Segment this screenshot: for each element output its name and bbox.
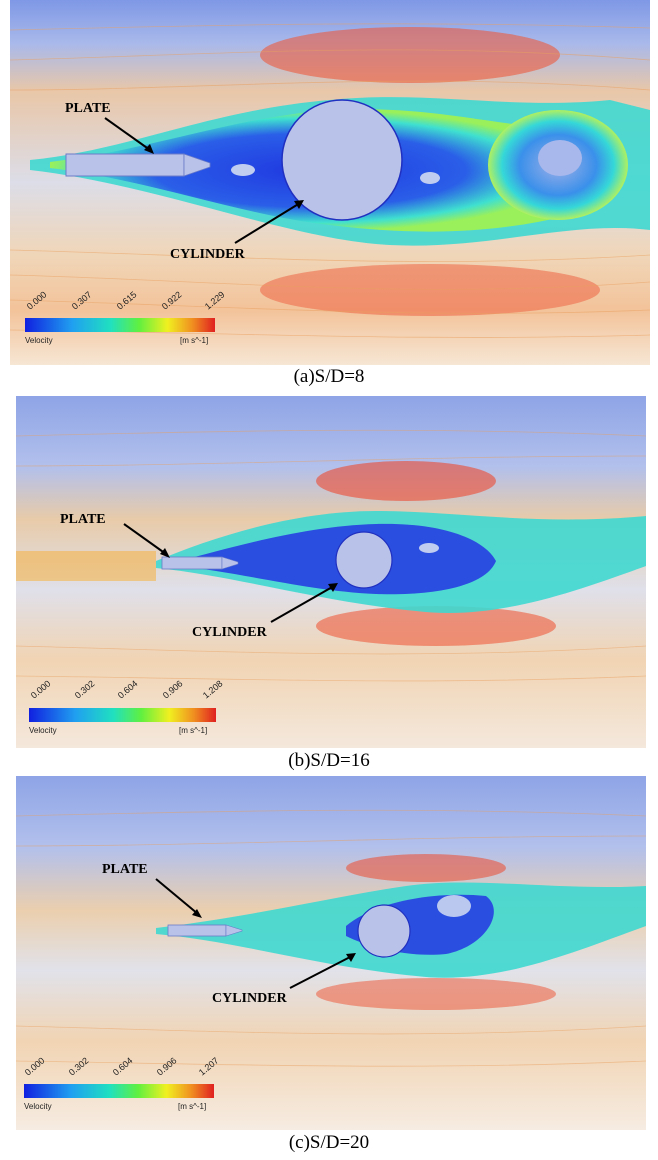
plate-label-a: PLATE: [65, 101, 111, 116]
streamline-plot-a: PLATE CYLINDER 0.000 0.307 0.615 0.922 1…: [10, 0, 650, 365]
svg-text:Velocity: Velocity: [24, 1102, 52, 1111]
cylinder-label-a: CYLINDER: [170, 247, 246, 262]
svg-text:[m s^-1]: [m s^-1]: [180, 336, 208, 345]
caption-a: (a)S/D=8: [293, 366, 365, 387]
plate-label-b: PLATE: [60, 512, 106, 527]
cylinder-b: [335, 531, 393, 589]
cylinder-c: [357, 904, 411, 958]
svg-text:[m s^-1]: [m s^-1]: [178, 1102, 206, 1111]
svg-text:[m s^-1]: [m s^-1]: [179, 726, 207, 735]
streamline-plot-c: PLATE CYLINDER 0.000 0.302 0.604 0.906 1…: [16, 776, 646, 1130]
plate-label-c: PLATE: [102, 862, 148, 877]
cylinder-label-b: CYLINDER: [192, 625, 268, 640]
cylinder-a: [281, 99, 403, 221]
streamline-panel-a: PLATE CYLINDER 0.000 0.307 0.615 0.922 1…: [10, 0, 650, 365]
cylinder-label-c: CYLINDER: [212, 991, 288, 1006]
streamline-panel-b: PLATE CYLINDER 0.000 0.302 0.604 0.906 1…: [16, 396, 646, 748]
svg-text:Velocity: Velocity: [25, 336, 53, 345]
streamline-plot-b: PLATE CYLINDER 0.000 0.302 0.604 0.906 1…: [16, 396, 646, 748]
svg-text:Velocity: Velocity: [29, 726, 57, 735]
streamline-panel-c: PLATE CYLINDER 0.000 0.302 0.604 0.906 1…: [16, 776, 646, 1130]
caption-b: (b)S/D=16: [288, 750, 370, 771]
caption-c: (c)S/D=20: [288, 1132, 370, 1153]
